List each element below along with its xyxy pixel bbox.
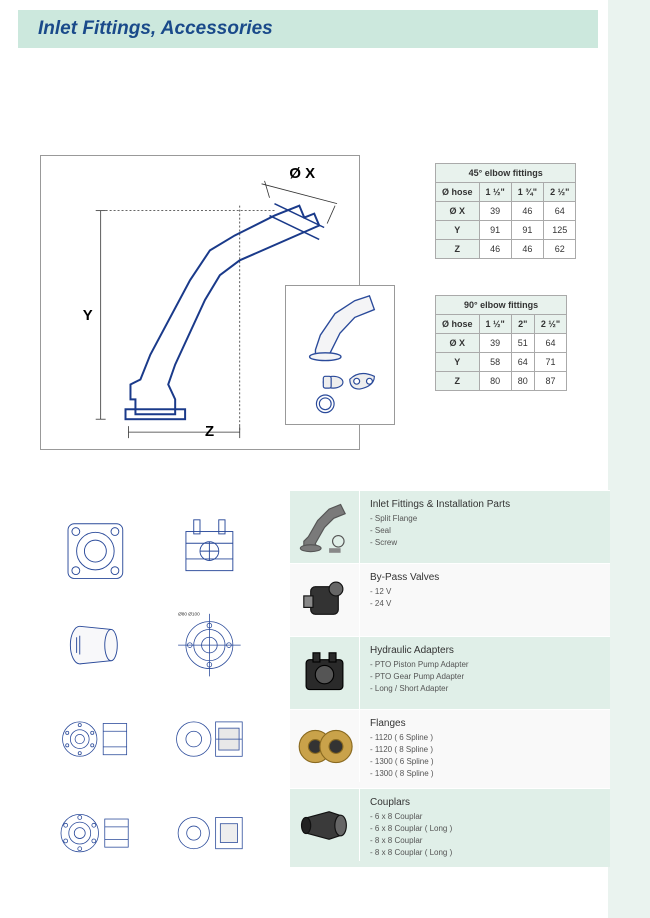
page-title: Inlet Fittings, Accessories [38,18,273,40]
product-row: Couplars 6 x 8 Couplar6 x 8 Couplar ( Lon… [290,788,610,867]
table45-title: 45° elbow fittings [436,164,576,183]
product-items: Split FlangeSealScrew [370,513,600,549]
tech-drawing [154,787,266,879]
diagram-label-y: Y [83,308,93,324]
table-90-elbow: 90° elbow fittings Ø hose 1 ½" 2" 2 ½" Ø… [435,295,567,391]
valve-icon [290,564,360,636]
product-title: Flanges [370,718,600,729]
product-list: Inlet Fittings & Installation Parts Split… [290,490,610,867]
product-text: By-Pass Valves 12 V24 V [360,564,610,636]
product-text: Couplars 6 x 8 Couplar6 x 8 Couplar ( Lon… [360,789,610,867]
adapter-icon [290,637,360,709]
product-title: Inlet Fittings & Installation Parts [370,499,600,510]
technical-drawings-grid: Ø80 Ø100 [40,505,265,875]
elbow-icon [290,491,360,563]
tech-drawing [40,599,152,691]
svg-text:Ø80 Ø100: Ø80 Ø100 [178,611,200,616]
product-title: Hydraulic Adapters [370,645,600,656]
product-row: Hydraulic Adapters PTO Piston Pump Adapte… [290,636,610,709]
diagram-label-z: Z [205,424,214,440]
product-text: Hydraulic Adapters PTO Piston Pump Adapte… [360,637,610,709]
product-item: Split Flange [370,513,600,525]
product-row: Inlet Fittings & Installation Parts Split… [290,490,610,563]
product-text: Flanges 1120 ( 6 Spline )1120 ( 8 Spline … [360,710,610,788]
product-item: Screw [370,537,600,549]
couplar-icon [290,789,360,861]
product-item: PTO Piston Pump Adapter [370,659,600,671]
tech-drawing [154,693,266,785]
tech-drawing [40,787,152,879]
product-items: 12 V24 V [370,586,600,610]
tech-drawing [154,505,266,597]
product-item: 8 x 8 Couplar ( Long ) [370,847,600,859]
product-items: 1120 ( 6 Spline )1120 ( 8 Spline )1300 (… [370,732,600,780]
product-item: 1120 ( 8 Spline ) [370,744,600,756]
product-title: By-Pass Valves [370,572,600,583]
product-item: 6 x 8 Couplar [370,811,600,823]
product-item: 8 x 8 Couplar [370,835,600,847]
tech-drawing [40,693,152,785]
product-items: PTO Piston Pump AdapterPTO Gear Pump Ada… [370,659,600,695]
product-row: By-Pass Valves 12 V24 V [290,563,610,636]
product-item: 1300 ( 6 Spline ) [370,756,600,768]
product-items: 6 x 8 Couplar6 x 8 Couplar ( Long )8 x 8… [370,811,600,859]
product-item: Long / Short Adapter [370,683,600,695]
product-title: Couplars [370,797,600,808]
product-item: Seal [370,525,600,537]
product-row: Flanges 1120 ( 6 Spline )1120 ( 8 Spline … [290,709,610,788]
product-item: 24 V [370,598,600,610]
product-item: 6 x 8 Couplar ( Long ) [370,823,600,835]
inset-diagram [285,285,395,425]
header-bar: Inlet Fittings, Accessories [18,10,598,48]
tech-drawing: Ø80 Ø100 [154,599,266,691]
inset-svg [286,286,394,423]
right-decorative-strip [608,0,650,918]
tech-drawing [40,505,152,597]
product-item: 1120 ( 6 Spline ) [370,732,600,744]
diagram-label-x: Ø X [289,166,315,182]
product-item: PTO Gear Pump Adapter [370,671,600,683]
table-45-elbow: 45° elbow fittings Ø hose 1 ½" 1 ¾" 2 ½"… [435,163,576,259]
flange-icon [290,710,360,782]
table90-title: 90° elbow fittings [436,296,567,315]
header: Inlet Fittings, Accessories [0,0,650,60]
product-item: 12 V [370,586,600,598]
product-item: 1300 ( 8 Spline ) [370,768,600,780]
product-text: Inlet Fittings & Installation Parts Split… [360,491,610,563]
